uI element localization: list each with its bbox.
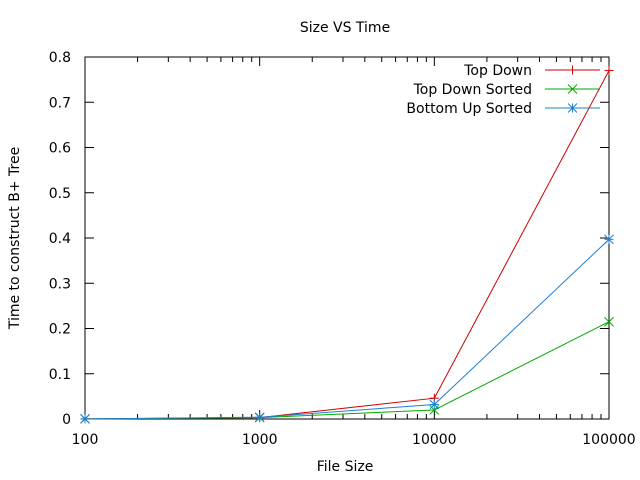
y-tick-label: 0.8 xyxy=(49,50,71,66)
y-tick-label: 0.6 xyxy=(49,141,71,157)
data-point-bottom-up-sorted xyxy=(254,412,265,423)
y-tick-label: 0 xyxy=(62,412,71,428)
y-tick-label: 0.3 xyxy=(49,276,71,292)
x-tick-label: 100 xyxy=(72,432,99,448)
legend-label-top-down: Top Down xyxy=(463,63,532,79)
x-tick-label: 10000 xyxy=(412,432,457,448)
y-tick-label: 0.2 xyxy=(49,322,71,338)
legend-marker-top-down-sorted xyxy=(567,84,578,94)
y-axis-title: Time to construct B+ Tree xyxy=(7,147,23,330)
x-axis-title: File Size xyxy=(317,459,374,475)
x-tick-label: 1000 xyxy=(242,432,278,448)
data-point-bottom-up-sorted xyxy=(604,234,614,245)
y-tick-label: 0.7 xyxy=(49,95,71,111)
legend-marker-top-down xyxy=(568,65,577,75)
data-point-top-down-sorted xyxy=(604,316,614,327)
series-line-bottom-up-sorted xyxy=(84,238,610,420)
y-tick-label: 0.5 xyxy=(49,186,71,202)
legend-marker-bottom-up-sorted xyxy=(567,103,578,113)
legend-label-top-down-sorted: Top Down Sorted xyxy=(413,82,532,98)
series-line-top-down xyxy=(84,70,610,420)
y-tick-label: 0.1 xyxy=(49,367,71,383)
legend-label-bottom-up-sorted: Bottom Up Sorted xyxy=(406,101,532,117)
chart-title: Size VS Time xyxy=(300,20,390,36)
data-point-top-down xyxy=(604,66,614,76)
x-tick-label: 100000 xyxy=(582,432,635,448)
legend: Top Down Top Down Sorted Bottom Up Sorted xyxy=(406,63,600,117)
data-point-bottom-up-sorted xyxy=(429,399,440,410)
data-point-bottom-up-sorted xyxy=(80,414,90,424)
plot-area: 100 1000 10000 100000 0 0.1 0.2 0.3 0.4 0.5 0.6 0.7… xyxy=(49,50,636,448)
y-tick-label: 0.4 xyxy=(49,231,71,247)
series-line-top-down-sorted xyxy=(84,321,610,420)
